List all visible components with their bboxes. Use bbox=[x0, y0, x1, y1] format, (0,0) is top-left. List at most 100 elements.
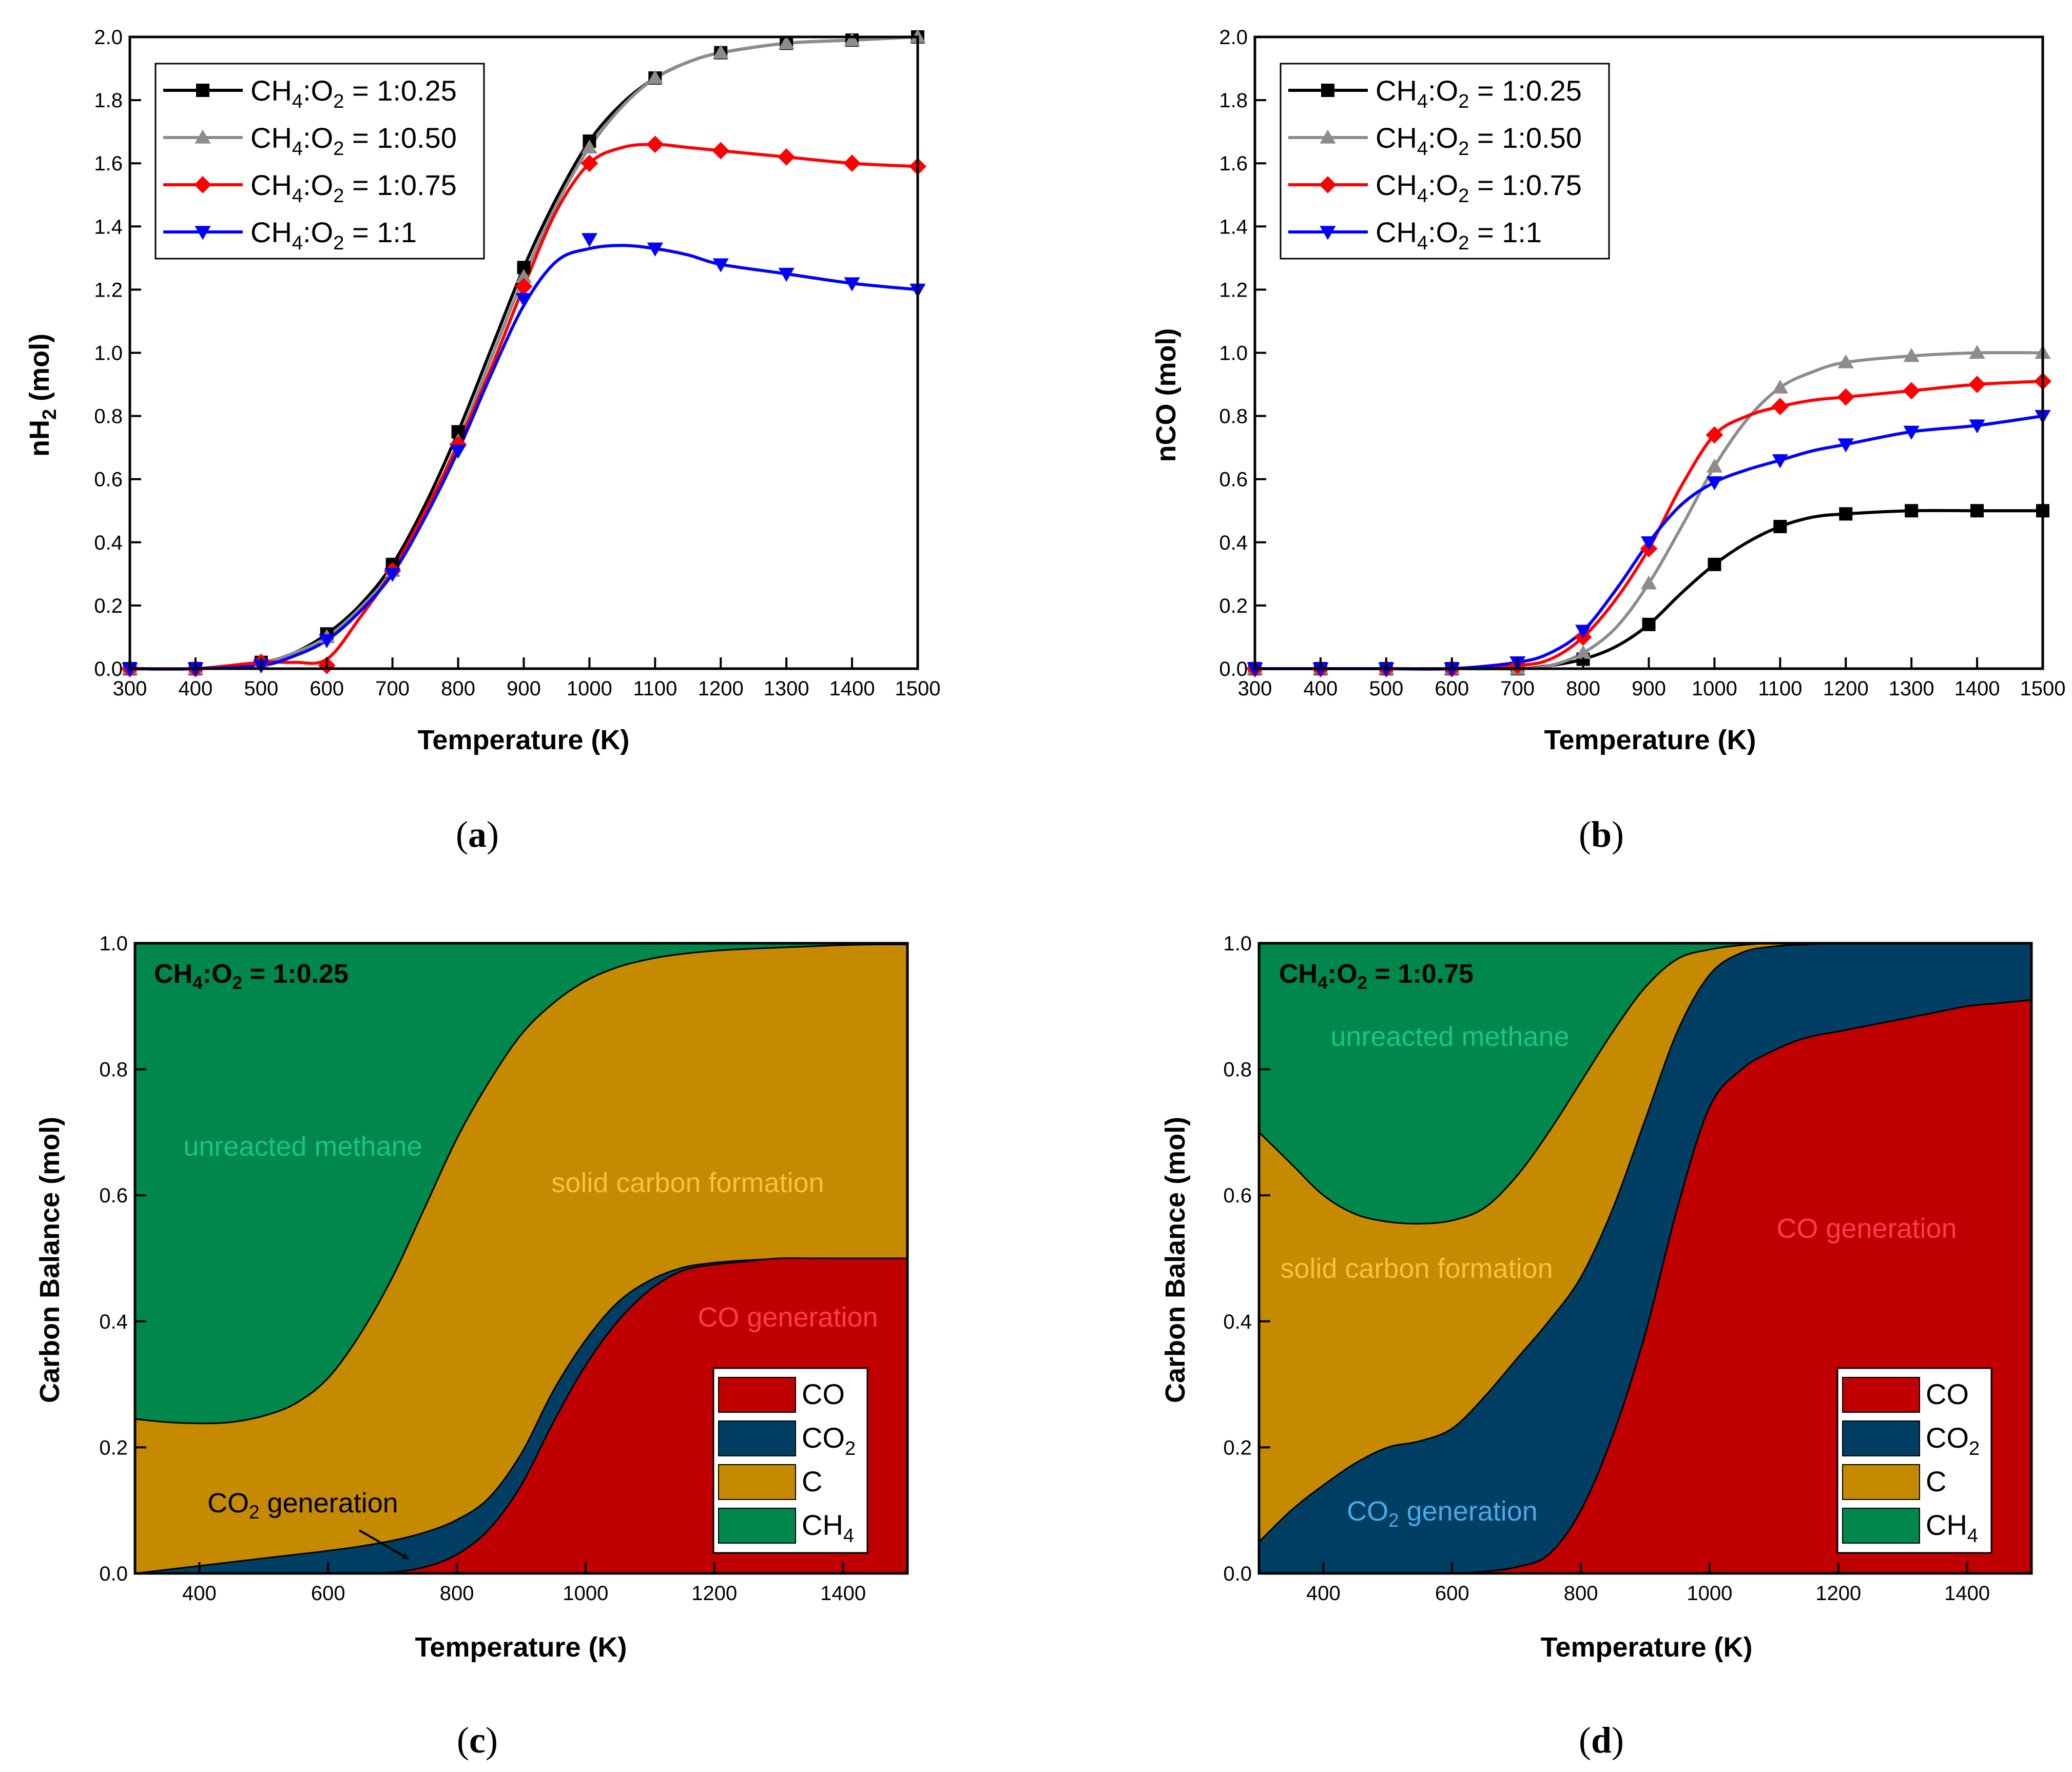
d-y-tick-label: 0.0 bbox=[1223, 1563, 1252, 1585]
b-y-tick-label: 2.0 bbox=[1219, 26, 1248, 49]
d-y-tick-label: 1.0 bbox=[1223, 932, 1252, 955]
b-x-tick-label: 1200 bbox=[1823, 677, 1869, 700]
d-legend-swatch bbox=[1842, 1508, 1920, 1544]
b-y-tick-label: 1.6 bbox=[1219, 152, 1248, 175]
a-data-point bbox=[647, 242, 663, 257]
a-legend: CH4:O2 = 1:0.25 CH4:O2 = 1:0.50 CH4:O2 = 1… bbox=[154, 63, 485, 260]
c-panel-caption: (c) bbox=[457, 1720, 498, 1761]
c-ratio-label: CH4:O2 = 1:0.25 bbox=[154, 959, 348, 993]
b-data-point bbox=[1903, 382, 1921, 400]
a-x-tick-label: 600 bbox=[309, 677, 344, 700]
a-legend-marker bbox=[195, 226, 211, 240]
a-y-tick-label: 1.8 bbox=[94, 89, 123, 112]
a-data-point bbox=[712, 45, 729, 59]
b-y-tick-label: 1.8 bbox=[1219, 89, 1248, 112]
a-data-point bbox=[778, 148, 796, 166]
d-axes: 400 600 800 1000 1200 1400 0.0 0.2 0.4 0.6 0.8 1.0 bbox=[1223, 932, 1990, 1605]
c-x-tick-label: 600 bbox=[311, 1582, 345, 1605]
panel-c-carbon-balance-chart: 400 600 800 1000 1200 14000.00.20.40.60.81.0 … bbox=[34, 932, 909, 1761]
b-legend-marker bbox=[1320, 129, 1336, 144]
b-legend-label: CH4:O2 = 1:1 bbox=[1376, 216, 1542, 254]
a-x-tick-label: 1200 bbox=[698, 677, 744, 700]
a-data-point bbox=[515, 278, 533, 296]
b-x-tick-label: 400 bbox=[1304, 677, 1338, 700]
a-y-tick-label: 1.6 bbox=[94, 152, 123, 175]
a-data-point bbox=[646, 135, 664, 153]
d-label-co2-generation: CO2 generation bbox=[1347, 1496, 1538, 1531]
b-data-point bbox=[1642, 617, 1656, 631]
c-label-unreacted-methane: unreacted methane bbox=[183, 1131, 422, 1162]
d-y-tick-label: 0.6 bbox=[1223, 1184, 1252, 1207]
b-data-point bbox=[1708, 557, 1721, 571]
a-x-tick-label: 1000 bbox=[567, 677, 612, 700]
b-x-tick-label: 900 bbox=[1632, 677, 1666, 700]
b-legend-label: CH4:O2 = 1:0.25 bbox=[1376, 74, 1582, 112]
b-y-tick-label: 0.6 bbox=[1219, 469, 1248, 491]
c-x-tick-label: 400 bbox=[182, 1582, 217, 1605]
c-y-tick-label: 0.4 bbox=[99, 1311, 128, 1333]
c-legend-label: CO bbox=[802, 1378, 845, 1410]
a-legend-label: CH4:O2 = 1:1 bbox=[250, 216, 417, 254]
b-y-tick-label: 0.8 bbox=[1219, 405, 1248, 428]
b-legend-marker bbox=[1321, 84, 1334, 97]
b-data-point bbox=[1706, 458, 1723, 473]
a-x-tick-label: 900 bbox=[507, 677, 541, 700]
a-y-tick-label: 2.0 bbox=[94, 26, 123, 49]
b-x-tick-label: 1300 bbox=[1889, 677, 1934, 700]
d-x-tick-label: 1200 bbox=[1815, 1582, 1861, 1605]
c-y-tick-label: 1.0 bbox=[99, 932, 128, 955]
c-legend-swatch bbox=[718, 1377, 796, 1413]
c-label-co2-generation: CO2 generation bbox=[207, 1488, 398, 1523]
b-data-point bbox=[1837, 354, 1854, 368]
b-data-point bbox=[1640, 575, 1657, 590]
a-data-point bbox=[581, 233, 598, 247]
d-label-co-generation: CO generation bbox=[1776, 1213, 1957, 1244]
c-legend-label: C bbox=[802, 1465, 822, 1497]
a-x-tick-label: 1100 bbox=[633, 677, 677, 700]
b-data-point bbox=[1969, 344, 1985, 359]
a-y-tick-label: 0.0 bbox=[94, 658, 123, 680]
b-x-tick-label: 1000 bbox=[1692, 677, 1737, 700]
b-data-point bbox=[1771, 398, 1789, 416]
a-y-tick-label: 1.4 bbox=[94, 216, 123, 238]
b-data-point bbox=[1772, 454, 1788, 469]
d-label-solid-carbon: solid carbon formation bbox=[1280, 1253, 1553, 1284]
b-data-point bbox=[1640, 536, 1657, 551]
b-y-axis-title: nCO (mol) bbox=[1151, 328, 1182, 462]
c-x-axis-title: Temperature (K) bbox=[415, 1632, 627, 1663]
c-y-axis-title: Carbon Balance (mol) bbox=[34, 1117, 65, 1403]
d-x-tick-label: 800 bbox=[1564, 1582, 1598, 1605]
c-legend-label: CH4 bbox=[802, 1509, 854, 1547]
d-legend-label: C bbox=[1926, 1465, 1946, 1497]
d-x-tick-label: 1400 bbox=[1944, 1582, 1990, 1605]
d-ratio-label: CH4:O2 = 1:0.75 bbox=[1279, 959, 1474, 993]
a-y-tick-label: 0.6 bbox=[94, 469, 123, 491]
c-x-tick-label: 1200 bbox=[691, 1582, 737, 1605]
a-axes: 300 400 500 600 700 800 900 1000 1100 1200 1300 140… bbox=[94, 26, 940, 700]
panel-d-carbon-balance-chart: 400 600 800 1000 1200 14000.00.20.40.60.81.0 … bbox=[1160, 932, 2033, 1761]
a-legend-marker bbox=[194, 176, 211, 193]
a-data-point bbox=[580, 154, 598, 172]
c-legend-label: CO2 bbox=[802, 1422, 856, 1459]
d-x-tick-label: 400 bbox=[1306, 1582, 1341, 1605]
c-legend-swatch bbox=[718, 1420, 796, 1456]
b-data-point bbox=[1575, 645, 1592, 659]
b-data-point bbox=[1706, 476, 1723, 491]
a-data-point bbox=[778, 35, 795, 50]
a-data-point bbox=[581, 139, 598, 154]
c-y-tick-label: 0.2 bbox=[99, 1436, 128, 1459]
d-legend-swatch bbox=[1842, 1420, 1920, 1456]
a-data-point bbox=[319, 634, 335, 649]
c-x-tick-label: 1400 bbox=[820, 1582, 866, 1605]
d-legend-swatch bbox=[1842, 1464, 1920, 1500]
a-series-line-4 bbox=[129, 244, 918, 671]
b-panel-caption: (b) bbox=[1579, 814, 1624, 855]
a-x-tick-label: 500 bbox=[244, 677, 278, 700]
c-x-tick-label: 1000 bbox=[563, 1582, 608, 1605]
b-series-line-1 bbox=[1254, 509, 2043, 671]
d-legend: CO CO2 C CH4 bbox=[1836, 1367, 1992, 1554]
c-legend-swatch bbox=[718, 1464, 796, 1500]
a-data-point bbox=[647, 70, 663, 84]
b-axes: 300 400 500 600 700 800 900 1000 1100 1200 1300 140… bbox=[1219, 26, 2065, 700]
